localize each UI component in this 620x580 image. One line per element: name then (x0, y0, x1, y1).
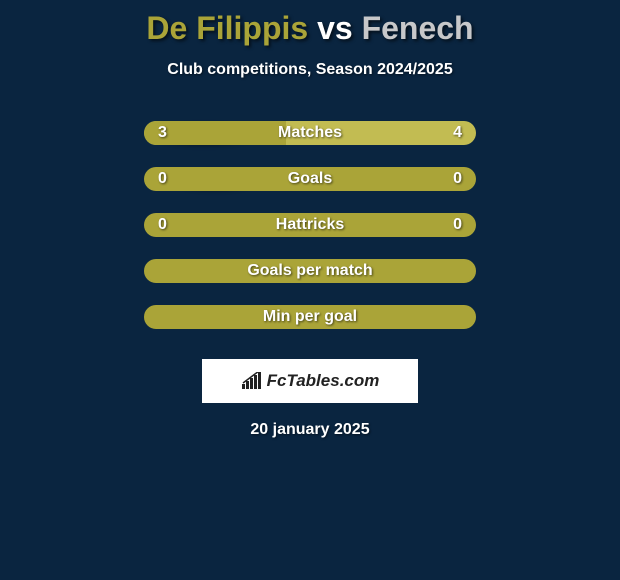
stat-row: Goals 0 0 (144, 167, 476, 191)
comparison-chart: De Filippis vs Fenech Club competitions,… (0, 0, 620, 580)
stat-bar: Min per goal (144, 305, 476, 329)
subtitle: Club competitions, Season 2024/2025 (167, 61, 452, 79)
stat-row: Matches 3 4 (144, 121, 476, 145)
bar-chart-icon (241, 372, 263, 390)
logo-box: FcTables.com (202, 359, 418, 403)
stat-label: Hattricks (276, 216, 344, 234)
stat-row: Min per goal (144, 305, 476, 329)
stat-row: Hattricks 0 0 (144, 213, 476, 237)
stat-left-value: 0 (158, 170, 167, 188)
stat-right-value: 0 (453, 216, 462, 234)
stat-right-value: 0 (453, 170, 462, 188)
date: 20 january 2025 (250, 421, 369, 439)
page-title: De Filippis vs Fenech (146, 10, 473, 47)
stat-left-value: 3 (158, 124, 167, 142)
stat-label: Goals (288, 170, 332, 188)
logo: FcTables.com (241, 371, 380, 391)
stat-right-value: 4 (453, 124, 462, 142)
stat-left-value: 0 (158, 216, 167, 234)
stat-label: Matches (278, 124, 342, 142)
stat-row: Goals per match (144, 259, 476, 283)
logo-text: FcTables.com (267, 371, 380, 391)
stat-bar: Hattricks 0 0 (144, 213, 476, 237)
title-vs: vs (308, 10, 361, 46)
stat-label: Min per goal (263, 308, 357, 326)
title-player-left: De Filippis (146, 10, 308, 46)
stat-bar: Goals 0 0 (144, 167, 476, 191)
stat-bar: Goals per match (144, 259, 476, 283)
stat-rows: Matches 3 4 Goals 0 0 Hattricks 0 0 Goals per mat… (144, 121, 476, 351)
title-player-right: Fenech (362, 10, 474, 46)
stat-bar: Matches 3 4 (144, 121, 476, 145)
stat-label: Goals per match (247, 262, 372, 280)
